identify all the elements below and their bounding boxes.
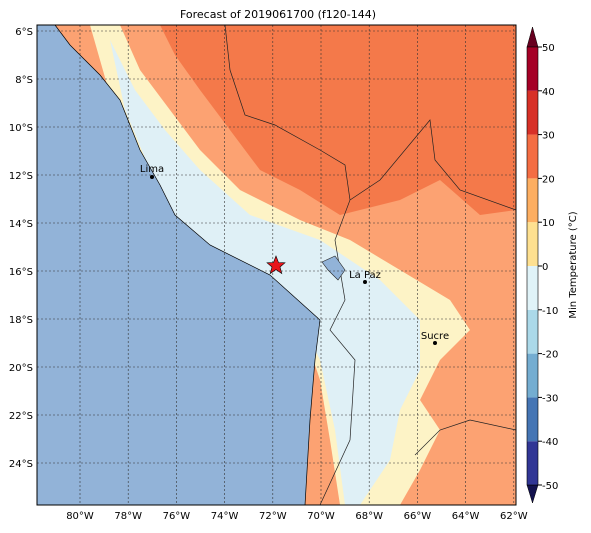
city-label: Lima	[140, 164, 164, 175]
colorbar-band	[527, 47, 538, 91]
colorbar-tick-label: -50	[542, 481, 558, 492]
colorbar-tick-label: -20	[542, 350, 558, 361]
map-frame	[36, 24, 517, 506]
colorbar-band	[527, 222, 538, 266]
colorbar-tick-label: 0	[542, 262, 548, 273]
colorbar-band	[527, 397, 538, 442]
warm-zone	[160, 25, 516, 215]
lon-tick-label: 66°W	[404, 511, 432, 522]
lat-tick-label: 8°S	[15, 75, 33, 86]
lake-titicaca	[321, 255, 346, 281]
forecast-star	[266, 255, 286, 275]
colorbar-label: Min Temperature (°C)	[568, 211, 579, 318]
colorbar-band	[527, 309, 538, 354]
colorbar-tick-label: -40	[542, 437, 558, 448]
lat-tick-label: 20°S	[9, 363, 33, 374]
colorbar-band	[527, 441, 538, 485]
lon-tick-label: 80°W	[66, 511, 94, 522]
title: Forecast of 2019061700 (f120-144)	[180, 8, 376, 21]
city-label: La Paz	[349, 270, 381, 281]
colorbar-band	[527, 134, 538, 179]
colorbar-band	[527, 178, 538, 223]
colorbar-tick-label: 10	[542, 218, 555, 229]
lat-tick-label: 18°S	[9, 315, 33, 326]
lon-tick-label: 64°W	[452, 511, 480, 522]
ocean	[37, 25, 321, 505]
city-dot	[363, 280, 367, 284]
colorbar-tick-label: 30	[542, 131, 555, 142]
lon-tick-label: 62°W	[500, 511, 528, 522]
lat-tick-label: 12°S	[9, 171, 33, 182]
lon-tick-label: 74°W	[211, 511, 239, 522]
city-label: Sucre	[421, 331, 449, 342]
lon-tick-label: 76°W	[163, 511, 191, 522]
lat-tick-label: 10°S	[9, 123, 33, 134]
lat-tick-label: 22°S	[9, 411, 33, 422]
colorbar-tick-label: 20	[542, 174, 555, 185]
colorbar-band	[527, 353, 538, 398]
lat-tick-label: 6°S	[15, 27, 33, 38]
city-dot	[433, 341, 437, 345]
colorbar-tick-label: 50	[542, 43, 555, 54]
lat-tick-label: 16°S	[9, 267, 33, 278]
lon-tick-label: 68°W	[355, 511, 383, 522]
lon-tick-label: 78°W	[114, 511, 142, 522]
lat-tick-label: 14°S	[9, 219, 33, 230]
lat-tick-label: 24°S	[9, 459, 33, 470]
colorbar-band	[527, 266, 538, 310]
colorbar-tick-label: -30	[542, 393, 558, 404]
lon-tick-label: 72°W	[259, 511, 287, 522]
colorbar-extend-min	[526, 484, 539, 504]
colorbar-tick-label: -10	[542, 306, 558, 317]
colorbar-tick-label: 40	[542, 87, 555, 98]
colorbar-extend-max	[526, 26, 539, 48]
colorbar-band	[527, 90, 538, 135]
city-dot	[150, 175, 154, 179]
lon-tick-label: 70°W	[307, 511, 335, 522]
borders	[224, 25, 516, 505]
